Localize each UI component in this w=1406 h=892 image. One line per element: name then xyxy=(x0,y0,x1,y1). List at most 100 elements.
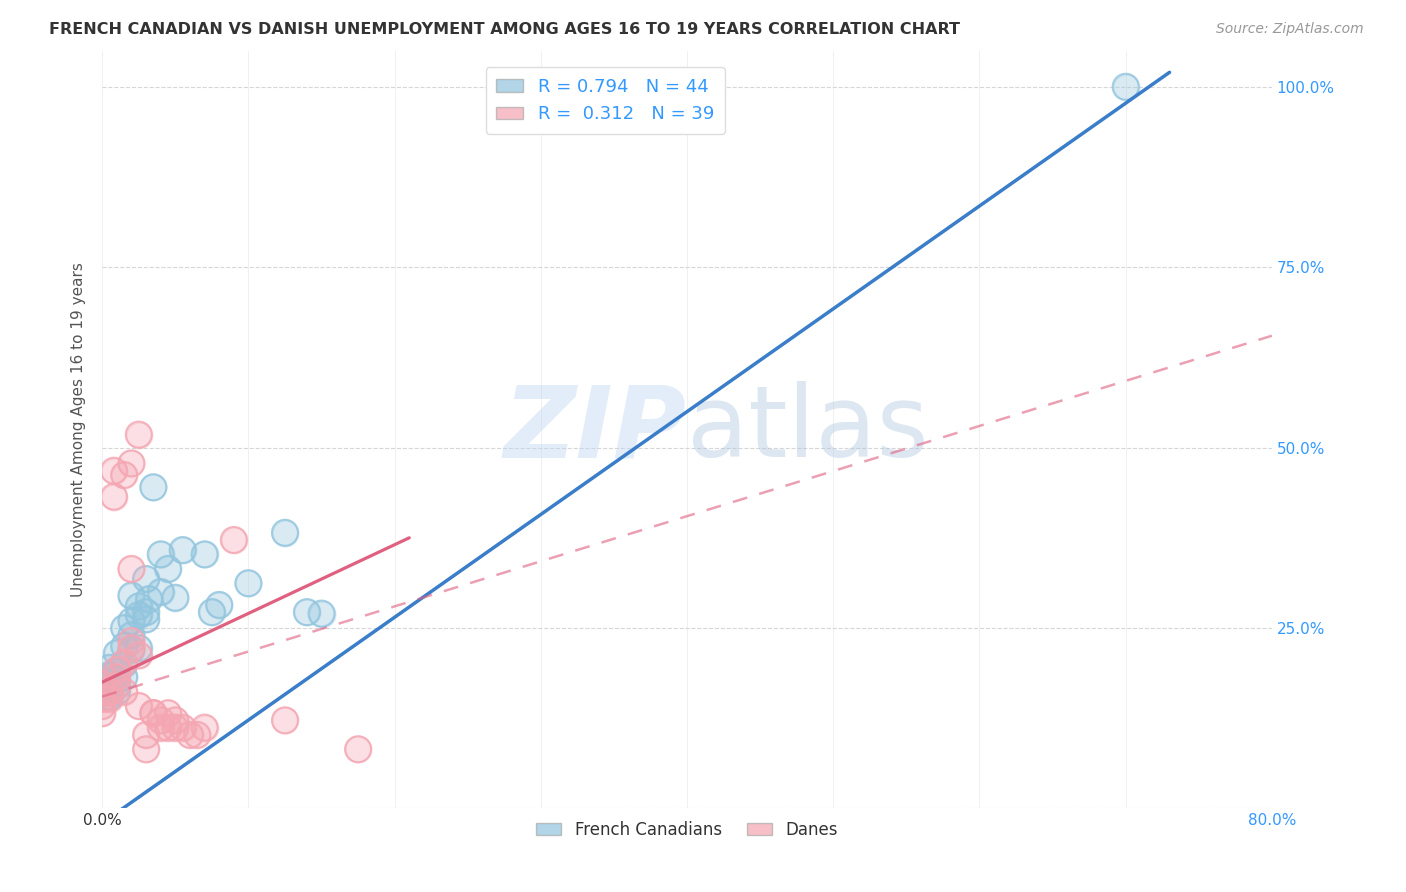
Point xyxy=(91,679,114,693)
Point xyxy=(135,612,157,626)
Point xyxy=(112,684,135,698)
Point xyxy=(105,684,128,698)
Point xyxy=(135,605,157,619)
Point xyxy=(165,591,187,605)
Point xyxy=(222,533,245,547)
Point xyxy=(165,721,187,735)
Point xyxy=(98,691,121,706)
Point xyxy=(165,721,187,735)
Point xyxy=(128,648,150,663)
Point xyxy=(142,706,165,721)
Point xyxy=(105,646,128,660)
Legend: French Canadians, Danes: French Canadians, Danes xyxy=(530,814,845,846)
Point xyxy=(91,691,114,706)
Point xyxy=(149,585,172,599)
Point xyxy=(105,670,128,684)
Point xyxy=(98,677,121,691)
Point xyxy=(91,691,114,706)
Point xyxy=(156,721,179,735)
Point xyxy=(128,698,150,713)
Point xyxy=(208,598,231,612)
Point xyxy=(91,698,114,713)
Point xyxy=(172,721,194,735)
Point xyxy=(105,670,128,684)
Point xyxy=(120,589,142,603)
Point xyxy=(112,639,135,653)
Point xyxy=(142,706,165,721)
Point xyxy=(112,639,135,653)
Point xyxy=(112,670,135,684)
Point xyxy=(120,589,142,603)
Point xyxy=(91,675,114,690)
Point xyxy=(105,679,128,693)
Point xyxy=(347,742,370,756)
Point xyxy=(311,607,333,621)
Point xyxy=(128,698,150,713)
Point xyxy=(128,641,150,656)
Point xyxy=(105,673,128,687)
Point xyxy=(103,490,125,504)
Point xyxy=(142,480,165,494)
Point xyxy=(91,686,114,700)
Point xyxy=(128,427,150,442)
Text: ZIP: ZIP xyxy=(505,381,688,478)
Point xyxy=(91,672,114,686)
Point xyxy=(105,679,128,693)
Point xyxy=(91,706,114,721)
Point xyxy=(120,642,142,657)
Point xyxy=(98,661,121,675)
Point xyxy=(142,706,165,721)
Point xyxy=(120,642,142,657)
Point xyxy=(98,684,121,698)
Point xyxy=(138,592,160,607)
Point xyxy=(156,562,179,576)
Point xyxy=(274,525,297,540)
Point xyxy=(193,548,215,562)
Point xyxy=(105,679,128,693)
Point xyxy=(98,684,121,698)
Point xyxy=(128,427,150,442)
Point xyxy=(135,742,157,756)
Point xyxy=(142,480,165,494)
Point xyxy=(112,656,135,670)
Point xyxy=(193,721,215,735)
Point xyxy=(149,714,172,728)
Point xyxy=(156,562,179,576)
Point xyxy=(105,663,128,677)
Point xyxy=(91,679,114,693)
Point xyxy=(156,721,179,735)
Point xyxy=(120,562,142,576)
Point xyxy=(186,728,208,742)
Point xyxy=(149,548,172,562)
Point xyxy=(103,464,125,478)
Point xyxy=(120,457,142,471)
Point xyxy=(112,670,135,684)
Point xyxy=(120,457,142,471)
Point xyxy=(156,706,179,721)
Point xyxy=(91,686,114,700)
Point xyxy=(179,728,201,742)
Point xyxy=(156,706,179,721)
Point xyxy=(135,728,157,742)
Point xyxy=(201,605,224,619)
Text: FRENCH CANADIAN VS DANISH UNEMPLOYMENT AMONG AGES 16 TO 19 YEARS CORRELATION CHA: FRENCH CANADIAN VS DANISH UNEMPLOYMENT A… xyxy=(49,22,960,37)
Point xyxy=(135,728,157,742)
Point xyxy=(179,728,201,742)
Point xyxy=(128,607,150,622)
Point xyxy=(193,721,215,735)
Point xyxy=(105,679,128,693)
Text: Source: ZipAtlas.com: Source: ZipAtlas.com xyxy=(1216,22,1364,37)
Point xyxy=(172,721,194,735)
Point xyxy=(208,598,231,612)
Point xyxy=(105,673,128,687)
Point xyxy=(105,665,128,679)
Point xyxy=(98,661,121,675)
Point xyxy=(165,591,187,605)
Point xyxy=(98,691,121,706)
Point xyxy=(120,614,142,628)
Point xyxy=(193,548,215,562)
Point xyxy=(120,614,142,628)
Point xyxy=(103,490,125,504)
Point xyxy=(105,684,128,698)
Point xyxy=(135,605,157,619)
